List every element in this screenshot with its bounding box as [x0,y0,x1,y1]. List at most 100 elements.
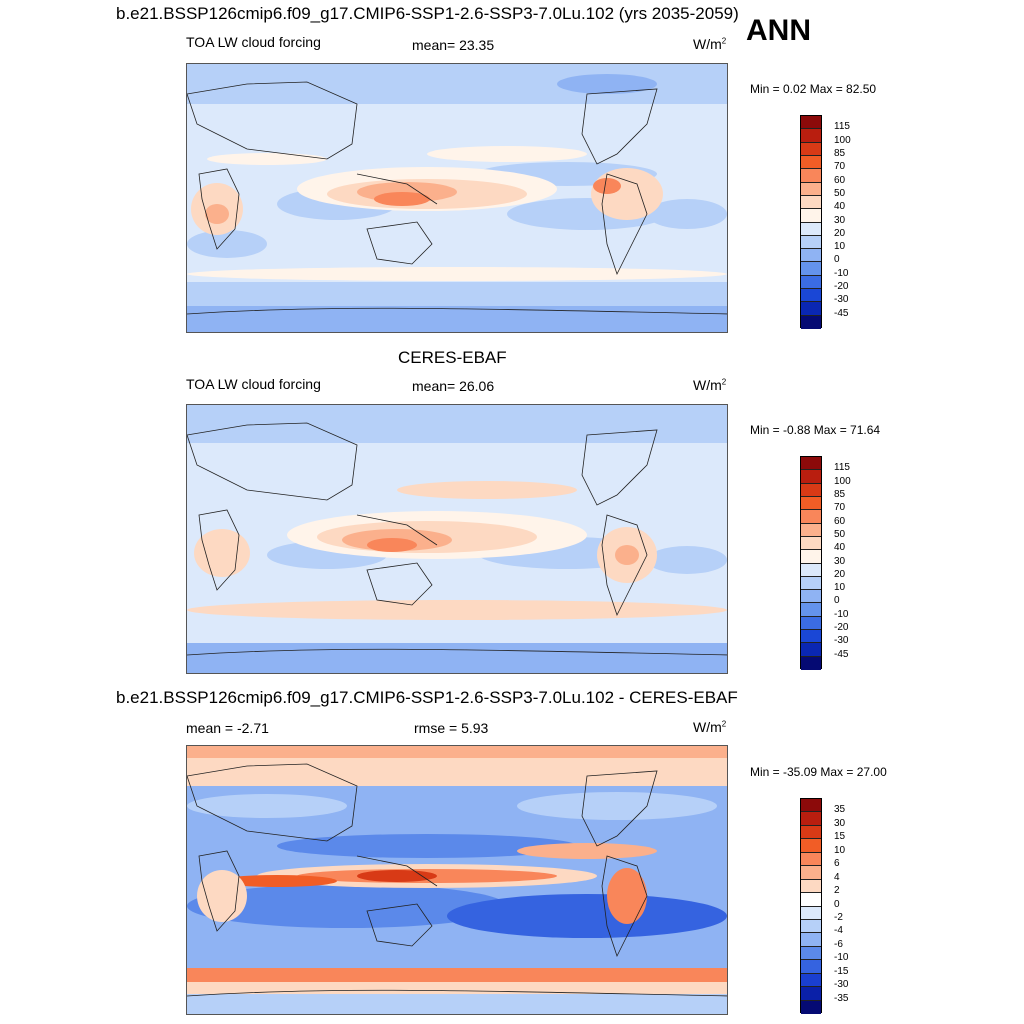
colorbar-tick-label: 0 [834,254,840,266]
colorbar-segment [801,235,821,250]
colorbar-segment [801,289,821,303]
colorbar-tick-label: -15 [834,965,849,977]
colorbar-segment [801,563,821,577]
colorbar-segment [801,630,821,644]
colorbar-segment [801,129,821,143]
colorbar-tick-label: -10 [834,267,849,279]
colorbar-segment [801,249,821,263]
colorbar-segment [801,576,821,591]
colorbar-segment [801,142,821,156]
colorbar-segment [801,470,821,484]
colorbar-segment [801,973,821,988]
colorbar-tick-label: 10 [834,582,846,594]
colorbar-tick-label: -10 [834,952,849,964]
colorbar-segment [801,812,821,826]
colorbar-tick-label: 20 [834,227,846,239]
colorbar-segment [801,799,821,813]
colorbar-segment [801,222,821,236]
colorbar-tick-label: 30 [834,214,846,226]
colorbar-tick-label: -6 [834,938,843,950]
colorbar-tick-label: 60 [834,174,846,186]
colorbar-segment [801,879,821,894]
panel2-units: W/m2 [693,377,727,393]
colorbar-segment [801,852,821,867]
colorbar-segment [801,536,821,551]
colorbar-segment [801,195,821,210]
colorbar-segment [801,603,821,617]
panel3-mean: mean = -2.71 [186,720,269,736]
colorbar-tick-label: 50 [834,528,846,540]
colorbar-tick-label: 115 [834,121,850,133]
colorbar-segment [801,483,821,497]
colorbar-segment [801,946,821,961]
colorbar-tick-label: -30 [834,635,849,647]
colorbar-segment [801,919,821,934]
colorbar-tick-label: -10 [834,608,849,620]
panel3-title: b.e21.BSSP126cmip6.f09_g17.CMIP6-SSP1-2.… [116,688,738,707]
colorbar-tick-label: 4 [834,871,840,883]
colorbar-tick-label: 85 [834,147,846,159]
colorbar-tick-label: -30 [834,294,849,306]
colorbar-tick-label: 10 [834,241,846,253]
panel1-variable-label: TOA LW cloud forcing [186,34,321,50]
panel1-mean: mean= 23.35 [412,37,495,53]
colorbar-segment [801,987,821,1001]
colorbar-tick-label: 30 [834,817,846,829]
colorbar-segment [801,550,821,564]
colorbar-segment [801,315,821,329]
colorbar-tick-label: -30 [834,979,849,991]
colorbar-segment [801,933,821,947]
colorbar-segment [801,116,821,130]
panel2-map [186,404,728,674]
colorbar-segment [801,155,821,170]
colorbar-tick-label: 100 [834,134,851,146]
colorbar-segment [801,209,821,223]
colorbar-tick-label: 20 [834,568,846,580]
colorbar-segment [801,960,821,974]
colorbar-tick-label: -45 [834,648,849,660]
colorbar-segment [801,496,821,511]
panel3-map [186,745,728,1015]
colorbar-tick-label: 0 [834,595,840,607]
panel1-minmax: Min = 0.02 Max = 82.50 [750,82,877,96]
colorbar-tick-label: 2 [834,885,840,897]
panel2-field [187,405,727,673]
panel3-minmax: Min = -35.09 Max = 27.00 [750,765,887,779]
colorbar-segment [801,275,821,290]
colorbar-tick-label: -20 [834,281,849,293]
colorbar-segment [801,825,821,840]
panel1-field [187,64,727,332]
colorbar-tick-label: -20 [834,622,849,634]
colorbar-segment [801,590,821,604]
colorbar-segment [801,457,821,471]
panel3-rmse: rmse = 5.93 [414,720,489,736]
colorbar-tick-label: 40 [834,201,846,213]
season-label: ANN [746,14,811,47]
colorbar-segment [801,643,821,657]
colorbar-segment [801,302,821,316]
colorbar-tick-label: 60 [834,515,846,527]
colorbar-tick-label: 85 [834,488,846,500]
colorbar-tick-label: 10 [834,844,846,856]
colorbar-tick-label: 50 [834,187,846,199]
colorbar-tick-label: -35 [834,992,849,1004]
colorbar-segment [801,169,821,183]
colorbar-tick-label: 40 [834,542,846,554]
colorbar-segment [801,1000,821,1014]
colorbar-segment [801,839,821,853]
panel2-variable-label: TOA LW cloud forcing [186,376,321,392]
colorbar-tick-label: -2 [834,911,843,923]
colorbar-tick-label: 15 [834,831,846,843]
colorbar-segment [801,656,821,670]
panel1-map [186,63,728,333]
colorbar-segment [801,616,821,631]
colorbar-tick-label: -4 [834,925,843,937]
colorbar-segment [801,893,821,907]
colorbar-tick-label: 70 [834,161,846,173]
colorbar-segment [801,510,821,524]
panel2-colorbar [800,456,822,670]
colorbar-segment [801,906,821,920]
panel3-units: W/m2 [693,719,727,735]
colorbar-tick-label: 6 [834,858,840,870]
colorbar-tick-label: 100 [834,475,851,487]
